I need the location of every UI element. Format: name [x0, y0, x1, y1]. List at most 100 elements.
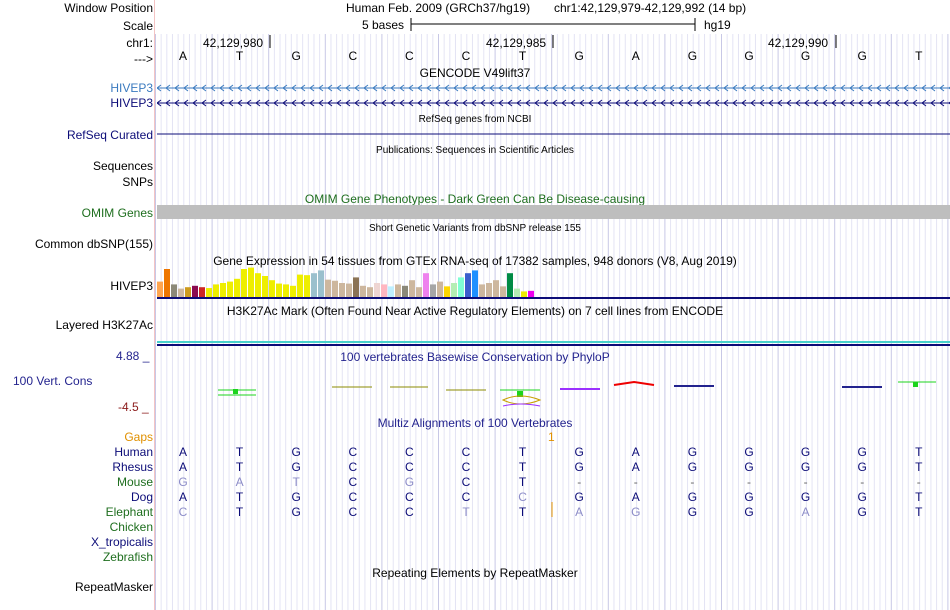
gtex-tissue-bar[interactable]	[458, 277, 464, 297]
omim-gene-bar[interactable]	[157, 205, 950, 219]
dbsnp-title: Short Genetic Variants from dbSNP releas…	[369, 223, 581, 234]
gtex-tissue-bar[interactable]	[227, 281, 233, 297]
gtex-tissue-bar[interactable]	[262, 276, 268, 297]
gtex-tissue-bar[interactable]	[493, 280, 499, 297]
gtex-tissue-bar[interactable]	[164, 269, 170, 297]
gtex-tissue-bar[interactable]	[325, 279, 331, 297]
gencode-title: GENCODE V49lift37	[419, 66, 531, 80]
gtex-tissue-bar[interactable]	[311, 273, 317, 297]
gtex-tissue-bar[interactable]	[507, 273, 513, 297]
scale-bases: 5 bases	[362, 18, 405, 32]
omim-label[interactable]: OMIM Genes	[81, 206, 153, 220]
assembly-name: Human Feb. 2009 (GRCh37/hg19)	[346, 1, 531, 15]
gtex-tissue-bar[interactable]	[353, 277, 359, 297]
gtex-tissue-bar[interactable]	[528, 290, 534, 297]
gtex-tissue-bar[interactable]	[430, 284, 436, 297]
gtex-tissue-bar[interactable]	[206, 288, 212, 297]
gtex-tissue-bar[interactable]	[171, 284, 177, 297]
snps-label[interactable]: SNPs	[122, 175, 153, 189]
cons-max-label: 4.88 _	[116, 349, 150, 363]
gtex-tissue-bar[interactable]	[486, 283, 492, 297]
scale-db: hg19	[704, 18, 731, 32]
gtex-tissue-bar[interactable]	[213, 284, 219, 297]
chrom-label: chr1:	[126, 36, 153, 50]
refseq-label[interactable]: RefSeq Curated	[66, 128, 153, 142]
gtex-tissue-bar[interactable]	[269, 280, 275, 297]
multiz-title: Multiz Alignments of 100 Vertebrates	[377, 416, 573, 430]
gtex-tissue-bar[interactable]	[409, 280, 415, 297]
gtex-tissue-bar[interactable]	[339, 283, 345, 297]
scale-label: Scale	[122, 19, 153, 33]
gtex-tissue-bar[interactable]	[416, 287, 422, 297]
gtex-tissue-bar[interactable]	[157, 281, 163, 297]
gtex-tissue-bar[interactable]	[360, 285, 366, 297]
gtex-tissue-bar[interactable]	[199, 287, 205, 297]
gtex-tissue-bar[interactable]	[395, 284, 401, 297]
gtex-tissue-bar[interactable]	[381, 284, 387, 297]
h3k27ac-label[interactable]: Layered H3K27Ac	[55, 318, 153, 332]
gtex-tissue-bar[interactable]	[514, 288, 520, 297]
gtex-tissue-bar[interactable]	[283, 284, 289, 297]
refseq-title: RefSeq genes from NCBI	[418, 114, 532, 125]
gtex-tissue-bar[interactable]	[255, 273, 261, 297]
gtex-tissue-bar[interactable]	[472, 270, 478, 297]
gtex-tissue-bar[interactable]	[304, 275, 310, 297]
gtex-tissue-bar[interactable]	[374, 283, 380, 297]
window-position-label: Window Position	[64, 1, 153, 15]
gtex-tissue-bar[interactable]	[444, 286, 450, 297]
gtex-tissue-bar[interactable]	[234, 278, 240, 297]
gtex-gene-label[interactable]: HIVEP3	[110, 279, 153, 293]
gtex-tissue-bar[interactable]	[241, 269, 247, 297]
label-column-divider	[154, 0, 155, 610]
h3k27ac-title: H3K27Ac Mark (Often Found Near Active Re…	[226, 304, 724, 318]
gtex-tissue-bar[interactable]	[500, 286, 506, 297]
gtex-tissue-bar[interactable]	[437, 281, 443, 297]
gtex-tissue-bar[interactable]	[388, 286, 394, 297]
coord-tick-label: 42,129,980	[203, 36, 264, 50]
gtex-tissue-bar[interactable]	[423, 273, 429, 297]
gtex-tissue-bar[interactable]	[178, 288, 184, 297]
gencode-gene-label[interactable]: HIVEP3	[110, 96, 153, 110]
gtex-tissue-bar[interactable]	[276, 283, 282, 297]
gtex-tissue-bar[interactable]	[297, 274, 303, 297]
publications-label[interactable]: Sequences	[92, 159, 153, 173]
gtex-tissue-bar[interactable]	[248, 267, 254, 297]
gtex-tissue-bar[interactable]	[465, 273, 471, 297]
window-position[interactable]: chr1:42,129,979-42,129,992 (14 bp)	[554, 1, 747, 15]
gtex-tissue-bar[interactable]	[346, 283, 352, 297]
cons-min-label: -4.5 _	[118, 400, 149, 414]
gtex-tissue-bar[interactable]	[367, 287, 373, 297]
gtex-tissue-bar[interactable]	[220, 283, 226, 297]
gaps-label[interactable]: Gaps	[124, 430, 153, 444]
gencode-gene-label[interactable]: HIVEP3	[110, 81, 153, 95]
gtex-tissue-bar[interactable]	[290, 285, 296, 297]
gtex-tissue-bar[interactable]	[192, 285, 198, 297]
coord-tick-label: 42,129,990	[768, 36, 829, 50]
omim-title: OMIM Gene Phenotypes - Dark Green Can Be…	[304, 192, 646, 206]
repeatmasker-label[interactable]: RepeatMasker	[74, 580, 153, 594]
gap-marker: 1	[548, 430, 555, 444]
gtex-tissue-bar[interactable]	[185, 287, 191, 297]
gtex-tissue-bar[interactable]	[318, 270, 324, 297]
gtex-tissue-bar[interactable]	[332, 280, 338, 297]
gtex-tissue-bar[interactable]	[521, 291, 527, 297]
cons-title: 100 vertebrates Basewise Conservation by…	[340, 350, 610, 364]
gtex-tissue-bar[interactable]	[451, 283, 457, 297]
strand-label: --->	[134, 52, 153, 66]
repeatmasker-title: Repeating Elements by RepeatMasker	[372, 566, 578, 580]
gtex-tissue-bar[interactable]	[479, 284, 485, 297]
coord-tick-label: 42,129,985	[486, 36, 547, 50]
gtex-title: Gene Expression in 54 tissues from GTEx …	[213, 254, 737, 268]
dbsnp-label[interactable]: Common dbSNP(155)	[34, 237, 153, 251]
cons-label[interactable]: 100 Vert. Cons	[13, 374, 93, 388]
publications-title: Publications: Sequences in Scientific Ar…	[376, 145, 574, 156]
gtex-tissue-bar[interactable]	[402, 285, 408, 297]
